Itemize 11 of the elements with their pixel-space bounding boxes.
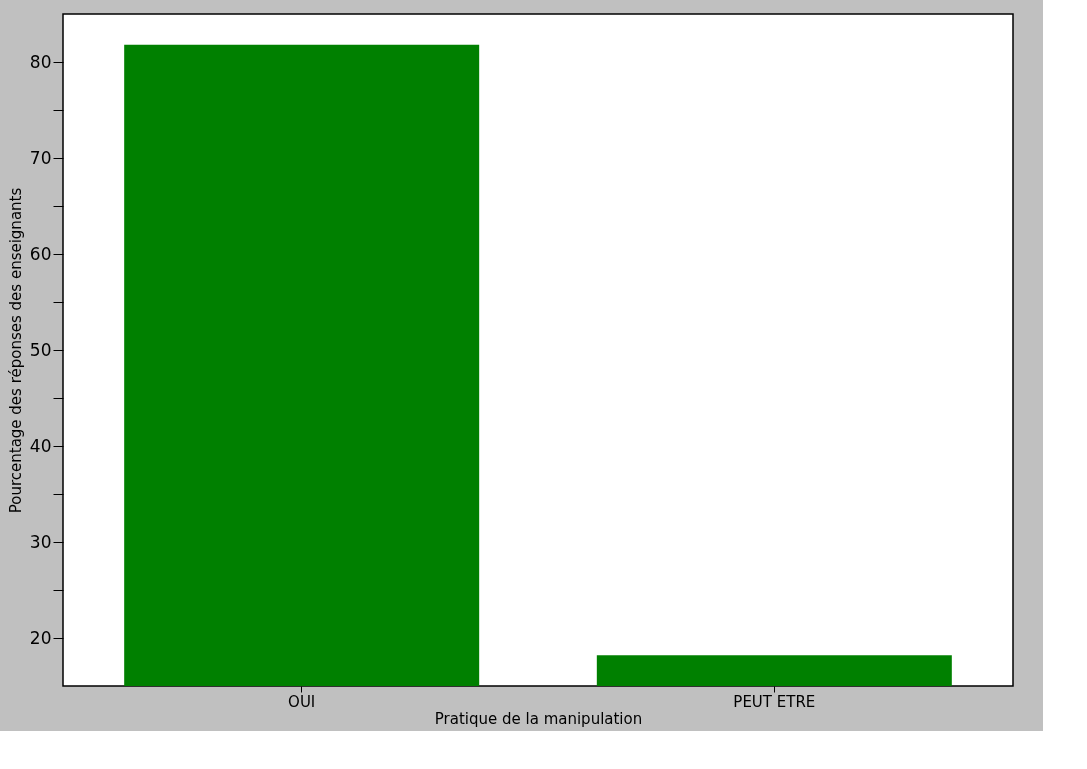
y-tick-label: 20 — [29, 627, 52, 648]
x-axis-title: Pratique de la manipulation — [434, 709, 643, 728]
y-tick-label: 60 — [29, 243, 52, 264]
y-tick-label: 70 — [29, 147, 52, 168]
y-tick-label: 80 — [29, 51, 52, 72]
x-tick-label: OUI — [288, 692, 316, 711]
y-tick-label: 40 — [29, 435, 52, 456]
y-tick-label: 30 — [29, 531, 52, 552]
x-tick-label: PEUT ETRE — [733, 692, 816, 711]
y-axis-title: Pourcentage des réponses des enseignants — [6, 187, 25, 514]
y-tick-label: 50 — [29, 339, 52, 360]
